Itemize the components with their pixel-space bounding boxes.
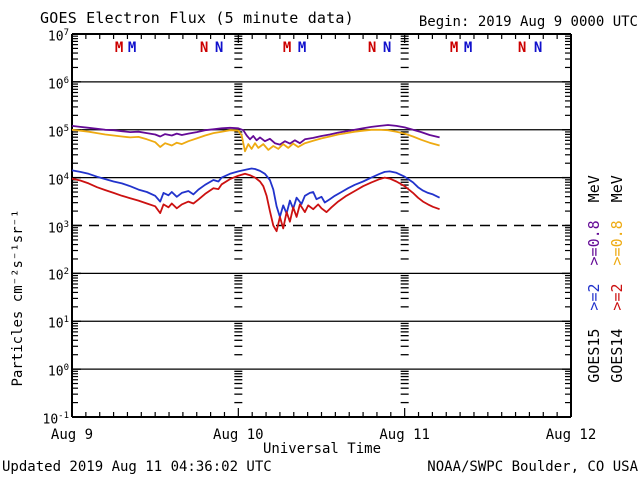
y-tick-label: 102 [47,267,69,284]
source-credit: NOAA/SWPC Boulder, CO USA [427,459,638,475]
y-tick-label: 101 [47,315,69,332]
y-tick-label: 10-1 [42,411,70,428]
x-axis-label: Universal Time [262,441,382,457]
x-tick-label: Aug 9 [50,427,94,443]
legend-column-goes14: GOES14 >=2 >=0.8 MeV [608,175,626,383]
legend-satellite-name: GOES15 [585,328,603,383]
local-time-marker-m: M [297,40,307,56]
y-tick-label: 107 [47,28,69,45]
series-goes15-0-8-mev [71,124,440,146]
chart-title: GOES Electron Flux (5 minute data) [40,9,354,27]
y-tick-label: 100 [47,363,69,380]
begin-time-label: Begin: 2019 Aug 9 0000 UTC [418,14,638,30]
local-time-marker-n: N [214,40,224,56]
local-time-marker-m: M [114,40,124,56]
y-tick-label: 104 [47,171,69,188]
local-time-marker-n: N [382,40,392,56]
legend-unit-label: MeV [608,175,626,203]
local-time-marker-n: N [533,40,543,56]
updated-timestamp: Updated 2019 Aug 11 04:36:02 UTC [2,459,272,475]
series-goes14-0-8-mev [71,128,440,153]
legend-unit-label: MeV [585,175,603,203]
legend-energy-ge08-label: >=0.8 [585,220,603,266]
x-tick-label: Aug 12 [545,427,597,443]
local-time-marker-n: N [517,40,527,56]
y-axis-label: Particles cm⁻²s⁻¹sr⁻¹ [10,209,26,387]
local-time-marker-m: M [282,40,292,56]
y-tick-label: 106 [47,75,69,93]
local-time-marker-n: N [199,40,209,56]
legend-energy-ge2-label: >=2 [608,283,626,311]
local-time-marker-m: M [449,40,459,56]
legend-satellite-name: GOES14 [608,328,626,383]
legend-energy-ge08-label: >=0.8 [608,220,626,266]
legend-column-goes15: GOES15 >=2 >=0.8 MeV [585,175,603,383]
x-tick-label: Aug 10 [213,427,264,443]
y-tick-label: 103 [47,219,69,236]
local-time-marker-m: M [463,40,473,56]
series-goes15-2-mev [71,167,440,218]
series-goes14-2-mev [71,172,440,233]
local-time-marker-n: N [367,40,377,56]
local-time-marker-m: M [127,40,137,56]
legend-energy-ge2-label: >=2 [585,283,603,311]
x-tick-label: Aug 11 [379,427,430,443]
y-tick-label: 105 [47,123,69,141]
